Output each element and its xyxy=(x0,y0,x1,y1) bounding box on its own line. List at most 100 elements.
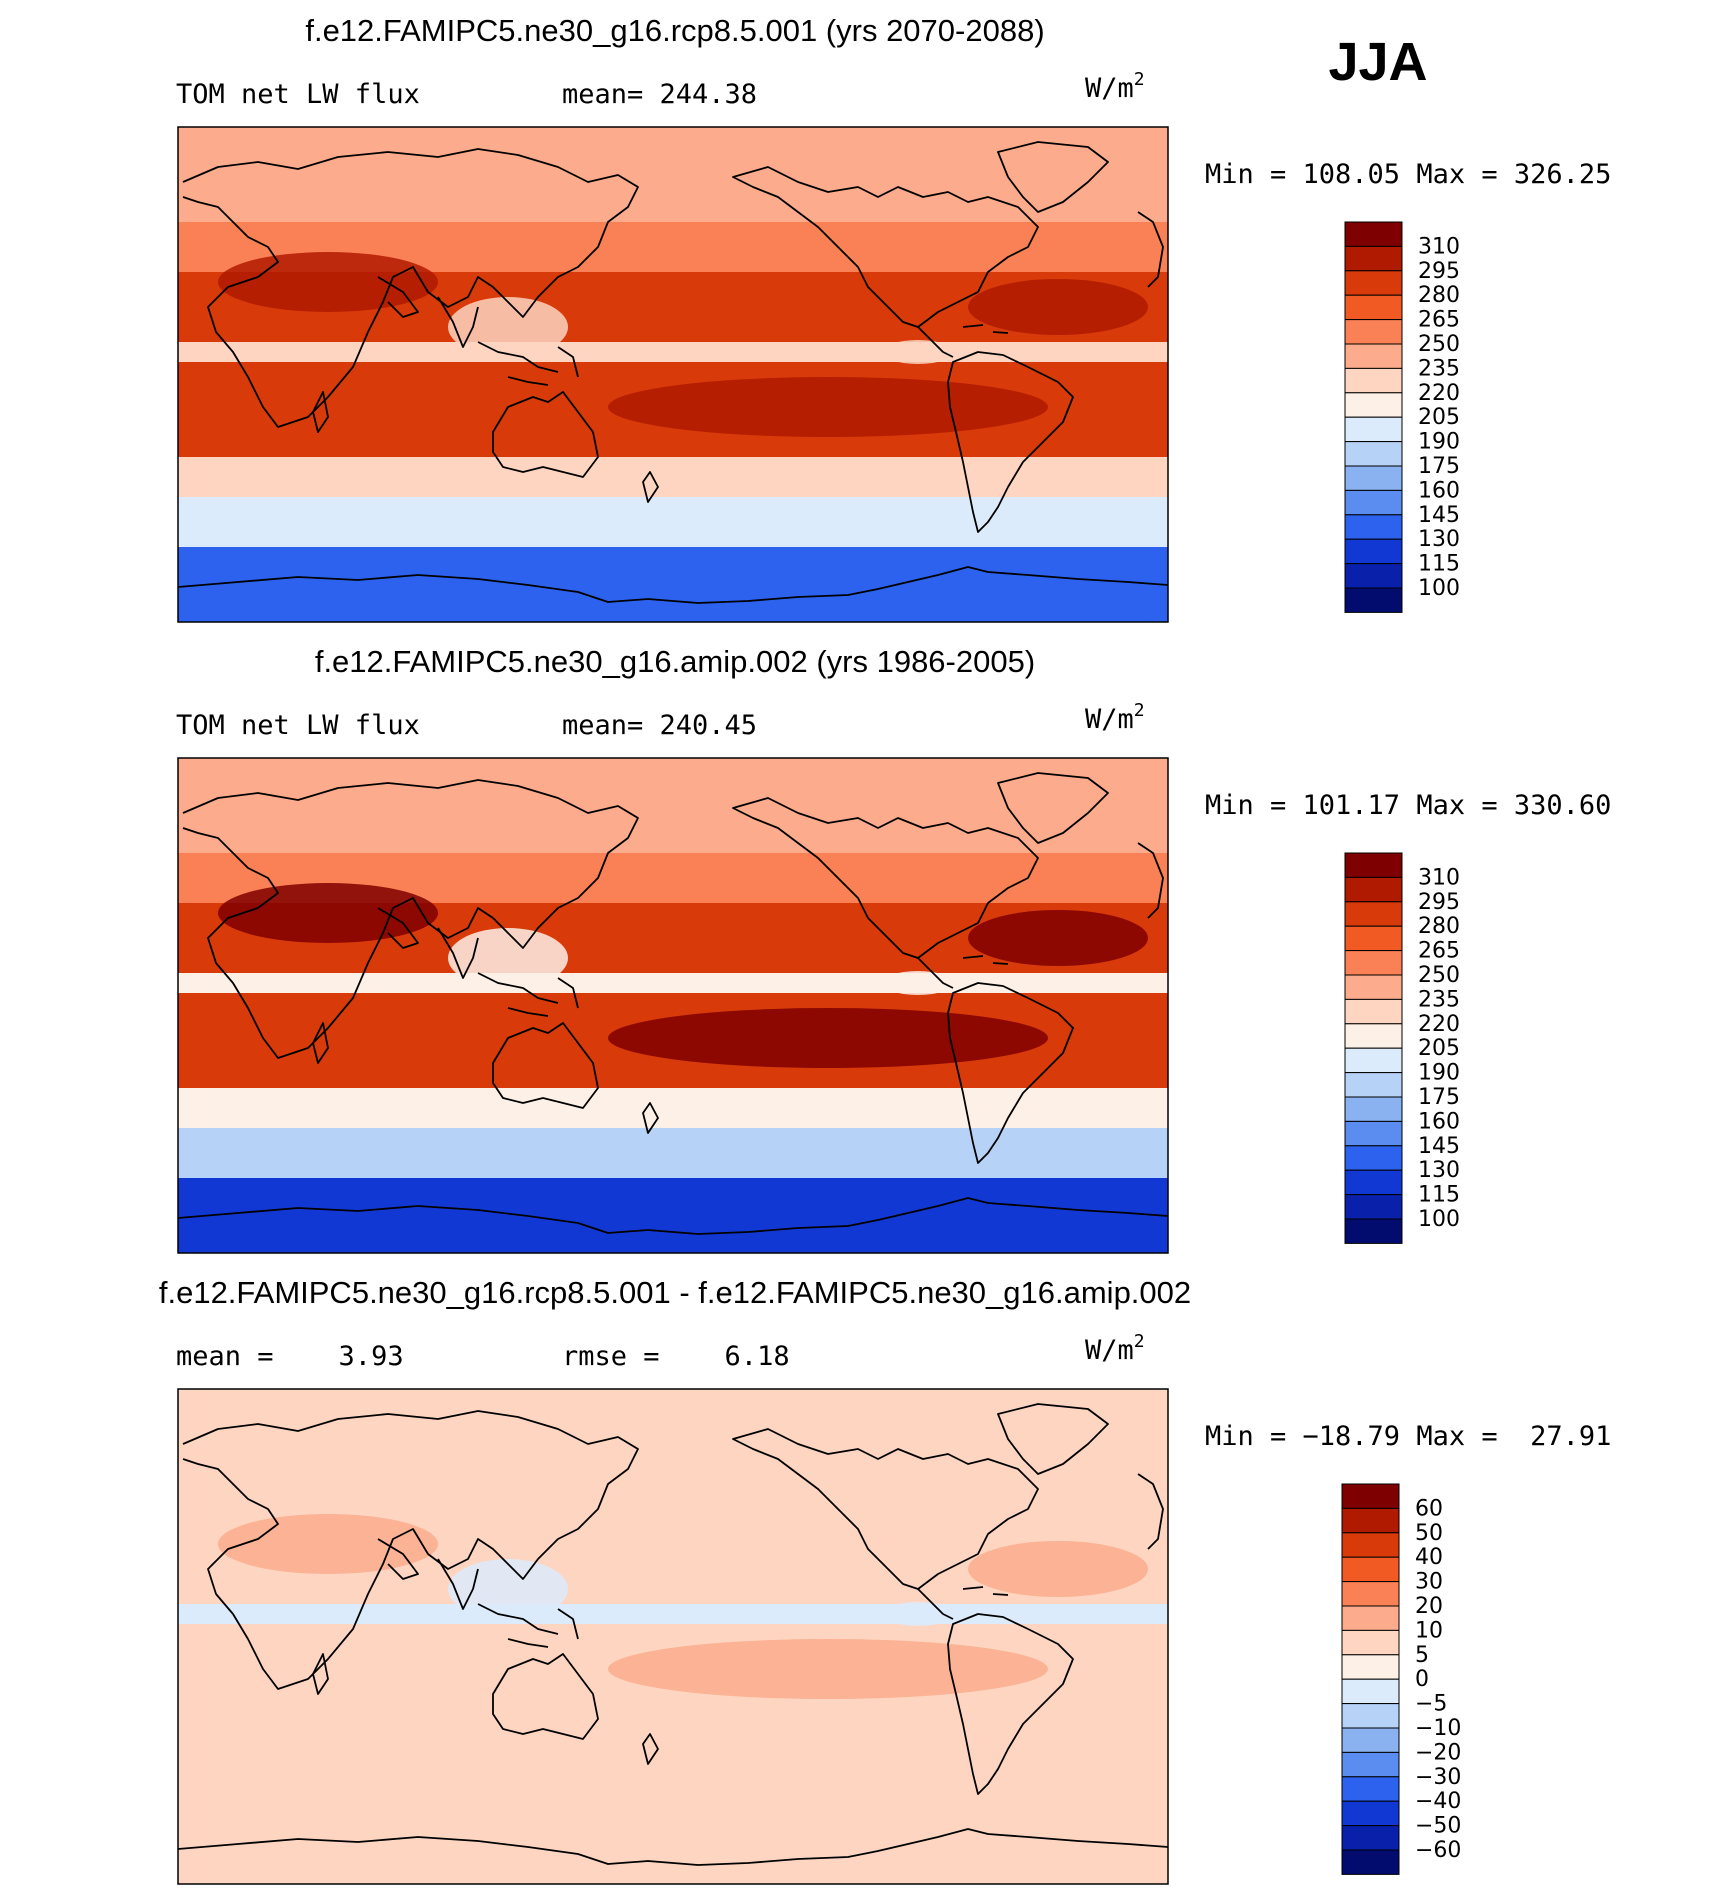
colorbar-tick-label-5: 235 xyxy=(1418,987,1460,1012)
colorbar-tick-label-14: −60 xyxy=(1415,1838,1461,1863)
map-region-2 xyxy=(608,1639,1048,1699)
map-region-1 xyxy=(968,910,1148,966)
map-frame xyxy=(177,757,1169,1254)
colorbar-box-2 xyxy=(1344,270,1403,296)
colorbar-tick-label-9: −10 xyxy=(1415,1716,1461,1741)
colorbar-tick-label-9: 175 xyxy=(1418,1085,1460,1110)
colorbar-box-9 xyxy=(1341,1703,1400,1729)
colorbar-box-10 xyxy=(1344,465,1403,491)
panel-3: f.e12.FAMIPC5.ne30_g16.rcp8.5.001 - f.e1… xyxy=(159,1275,1611,1885)
colorbar-box-13 xyxy=(1341,1800,1400,1827)
panel-3-left-label: mean = 3.93 xyxy=(176,1341,404,1372)
colorbar-tick-label-4: 250 xyxy=(1418,963,1460,988)
colorbar-box-6 xyxy=(1344,998,1403,1025)
map-band-antarctica xyxy=(178,1809,1168,1884)
colorbar-tick-label-0: 310 xyxy=(1418,865,1460,890)
map-region-1 xyxy=(968,279,1148,335)
colorbar-tick-label-10: −20 xyxy=(1415,1740,1461,1765)
colorbar-tick-label-2: 40 xyxy=(1415,1545,1443,1570)
colorbar-tick-label-6: 220 xyxy=(1418,1012,1460,1037)
panel-3-map xyxy=(177,1388,1169,1885)
colorbar-box-9 xyxy=(1344,1072,1403,1098)
map-band-tropical-convection xyxy=(178,342,1168,362)
colorbar-box-12 xyxy=(1341,1776,1400,1802)
colorbar-box-8 xyxy=(1344,416,1403,443)
panel-2-colorbar: 3102952802652502352202051901751601451301… xyxy=(1344,852,1460,1244)
panel-1-left-label: TOM net LW flux xyxy=(176,79,420,110)
colorbar-tick-label-8: 190 xyxy=(1418,430,1460,455)
colorbar-box-15 xyxy=(1344,587,1403,613)
map-region-3 xyxy=(448,1559,568,1619)
colorbar-box-4 xyxy=(1344,950,1403,976)
colorbar-tick-label-1: 295 xyxy=(1418,890,1460,915)
colorbar-box-4 xyxy=(1341,1581,1400,1607)
colorbar-tick-label-5: 10 xyxy=(1415,1618,1443,1643)
panel-2-units-base: W/m xyxy=(1085,704,1134,735)
colorbar-box-15 xyxy=(1344,1218,1403,1244)
panel-1-units-base: W/m xyxy=(1085,73,1134,104)
colorbar-tick-label-11: 145 xyxy=(1418,1134,1460,1159)
colorbar-tick-label-10: 160 xyxy=(1418,1109,1460,1134)
colorbar-box-7 xyxy=(1341,1654,1400,1680)
colorbar-box-14 xyxy=(1341,1825,1400,1851)
colorbar-tick-label-3: 265 xyxy=(1418,939,1460,964)
colorbar-box-14 xyxy=(1344,563,1403,589)
colorbar-tick-label-11: −30 xyxy=(1415,1765,1461,1790)
colorbar-tick-label-13: 115 xyxy=(1418,552,1460,577)
colorbar-tick-label-13: −50 xyxy=(1415,1814,1461,1839)
colorbar-box-1 xyxy=(1344,876,1403,903)
map-band-antarctica xyxy=(178,1178,1168,1253)
colorbar-box-0 xyxy=(1344,852,1403,878)
colorbar-box-8 xyxy=(1341,1678,1400,1705)
panel-3-title: f.e12.FAMIPC5.ne30_g16.rcp8.5.001 - f.e1… xyxy=(159,1275,1191,1310)
colorbar-tick-label-12: 130 xyxy=(1418,1158,1460,1183)
colorbar-box-11 xyxy=(1341,1751,1400,1778)
panel-3-units-sup: 2 xyxy=(1134,1331,1145,1352)
colorbar-tick-label-6: 5 xyxy=(1415,1643,1429,1668)
panel-1-units-sup: 2 xyxy=(1134,69,1145,90)
colorbar-box-7 xyxy=(1344,1023,1403,1049)
map-region-5 xyxy=(968,152,1088,212)
colorbar-box-3 xyxy=(1341,1556,1400,1583)
colorbar-tick-label-8: −5 xyxy=(1415,1692,1447,1717)
colorbar-box-10 xyxy=(1341,1727,1400,1753)
colorbar-tick-label-9: 175 xyxy=(1418,454,1460,479)
panel-1-colorbar: 3102952802652502352202051901751601451301… xyxy=(1344,221,1460,613)
colorbar-tick-label-12: −40 xyxy=(1415,1789,1461,1814)
colorbar-tick-label-12: 130 xyxy=(1418,527,1460,552)
map-region-3 xyxy=(448,297,568,357)
map-region-4 xyxy=(883,971,953,995)
colorbar-box-2 xyxy=(1341,1532,1400,1558)
panel-3-minmax: Min = −18.79 Max = 27.91 xyxy=(1205,1421,1611,1452)
colorbar-box-8 xyxy=(1344,1047,1403,1074)
panel-2-map xyxy=(177,757,1169,1254)
colorbar-box-9 xyxy=(1344,441,1403,467)
colorbar-tick-label-3: 30 xyxy=(1415,1570,1443,1595)
map-region-0 xyxy=(218,883,438,943)
colorbar-tick-label-4: 20 xyxy=(1415,1594,1443,1619)
panel-2-units: W/m2 xyxy=(1085,700,1145,735)
map-band-southern-midlat xyxy=(178,1088,1168,1128)
colorbar-tick-label-7: 205 xyxy=(1418,1036,1460,1061)
colorbar-box-13 xyxy=(1344,1169,1403,1196)
map-band-antarctica xyxy=(178,547,1168,622)
colorbar-tick-label-4: 250 xyxy=(1418,332,1460,357)
panel-2-minmax: Min = 101.17 Max = 330.60 xyxy=(1205,790,1611,821)
map-region-0 xyxy=(218,252,438,312)
colorbar-box-5 xyxy=(1344,343,1403,369)
colorbar-tick-label-0: 60 xyxy=(1415,1496,1443,1521)
colorbar-box-11 xyxy=(1344,1120,1403,1147)
map-region-3 xyxy=(448,928,568,988)
colorbar-box-6 xyxy=(1344,367,1403,394)
map-band-southern-ocean xyxy=(178,1128,1168,1178)
season-label: JJA xyxy=(1328,32,1427,92)
colorbar-tick-label-7: 205 xyxy=(1418,405,1460,430)
colorbar-tick-label-8: 190 xyxy=(1418,1061,1460,1086)
panel-1: f.e12.FAMIPC5.ne30_g16.rcp8.5.001 (yrs 2… xyxy=(176,13,1611,623)
colorbar-box-3 xyxy=(1344,925,1403,952)
map-region-5 xyxy=(968,1414,1088,1474)
colorbar-tick-label-2: 280 xyxy=(1418,914,1460,939)
colorbar-box-6 xyxy=(1341,1629,1400,1656)
colorbar-tick-label-7: 0 xyxy=(1415,1667,1429,1692)
panel-1-units: W/m2 xyxy=(1085,69,1145,104)
